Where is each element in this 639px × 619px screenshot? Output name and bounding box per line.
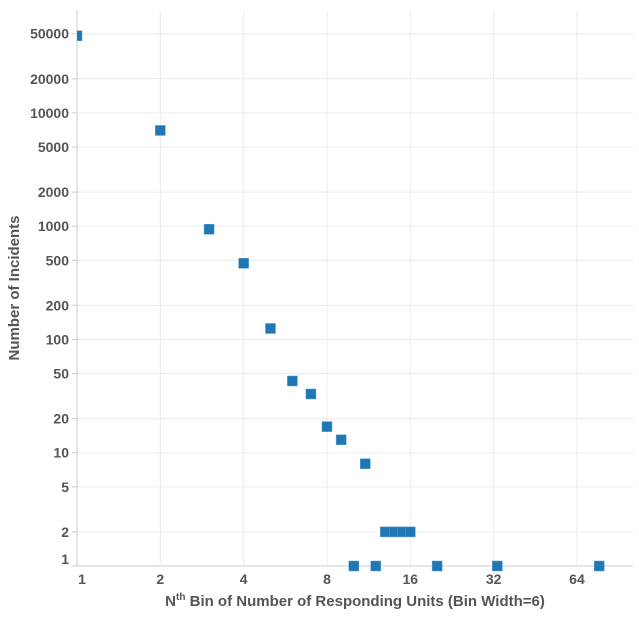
data-point — [265, 323, 276, 334]
data-point — [287, 375, 298, 387]
data-point — [370, 560, 381, 572]
data-point — [593, 560, 605, 572]
y-tick-label: 500 — [46, 252, 70, 268]
y-axis-label: Number of Incidents — [6, 215, 23, 360]
x-tick-label: 2 — [156, 571, 164, 587]
data-point — [238, 258, 249, 269]
data-point — [405, 526, 416, 538]
y-tick-label: 20 — [53, 411, 69, 427]
y-tick-label: 1000 — [38, 218, 69, 234]
x-tick-label: 1 — [78, 571, 86, 587]
data-point — [305, 388, 317, 400]
x-tick-label: 32 — [486, 571, 502, 587]
x-tick-label: 4 — [240, 571, 248, 587]
data-point — [380, 526, 391, 538]
y-tick-label: 5 — [61, 479, 69, 495]
y-axis-ticks: 1 2 5 10 20 50 100 200 500 1000 2000 5000 10000 20000… — [30, 26, 77, 567]
y-tick-label: 20000 — [30, 71, 69, 87]
y-tick-label: 2000 — [38, 184, 69, 200]
y-tick-label: 10000 — [30, 105, 69, 121]
data-point — [431, 560, 443, 572]
y-tick-label: 2 — [61, 524, 69, 540]
y-tick-label: 1 — [61, 551, 69, 567]
y-tick-label: 50 — [53, 366, 69, 382]
x-tick-label: 64 — [569, 571, 585, 587]
data-point — [155, 125, 166, 136]
data-point — [360, 458, 371, 469]
x-tick-label: 16 — [403, 571, 419, 587]
data-point — [348, 560, 360, 572]
data-point — [335, 434, 347, 446]
data-point — [77, 30, 83, 41]
data-point — [203, 223, 215, 235]
data-point — [492, 560, 503, 572]
data-point — [321, 421, 333, 432]
x-axis-ticks: 1 2 4 8 16 32 64 — [78, 571, 585, 587]
x-tick-label: 8 — [323, 571, 331, 587]
x-axis-label: Nth Bin of Number of Responding Units (B… — [165, 592, 545, 610]
y-tick-label: 5000 — [38, 139, 69, 155]
y-tick-label: 10 — [53, 445, 69, 461]
gridlines — [76, 10, 633, 567]
data-points — [77, 30, 605, 572]
y-tick-label: 200 — [46, 297, 70, 313]
y-tick-label: 100 — [46, 331, 70, 347]
y-tick-label: 50000 — [30, 26, 69, 42]
